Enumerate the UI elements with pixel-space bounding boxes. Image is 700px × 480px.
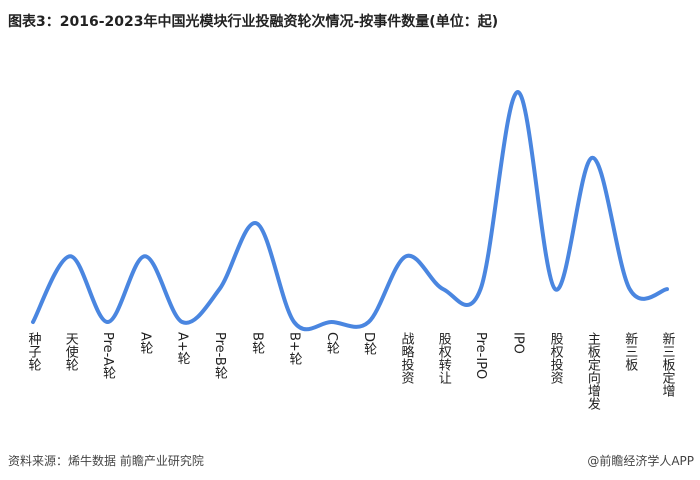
x-tick-label: C轮	[324, 332, 340, 356]
source: 资料来源：烯牛数据 前瞻产业研究院	[8, 453, 204, 468]
x-tick-label: 新三板	[622, 331, 638, 372]
x-tick-label: Pre-IPO	[473, 332, 488, 379]
x-tick-label: A+轮	[175, 332, 191, 366]
line	[31, 89, 669, 332]
x-tick-label: 新三板定增	[660, 331, 676, 397]
x-tick-label: D轮	[361, 332, 377, 356]
x-tick-label: 天使轮	[63, 332, 79, 372]
x-tick-label: A轮	[137, 332, 153, 355]
x-tick-label: 股权转让	[436, 332, 452, 384]
x-tick-label: Pre-A轮	[100, 332, 116, 380]
credit: @前瞻经济学人APP	[587, 453, 694, 468]
x-tick-label: 战略投资	[398, 332, 414, 384]
x-tick-label: 股权投资	[548, 332, 564, 384]
x-tick-label: 种子轮	[26, 332, 42, 372]
chart-title: 图表3：2016-2023年中国光模块行业投融资轮次情况-按事件数量(单位：起)	[8, 13, 498, 30]
x-tick-label: IPO	[510, 332, 525, 354]
x-tick-label: Pre-B轮	[212, 332, 228, 380]
x-tick-label: B轮	[249, 332, 265, 355]
x-tick-label: B+轮	[287, 332, 303, 366]
x-tick-label: 主板定向增发	[585, 332, 601, 410]
